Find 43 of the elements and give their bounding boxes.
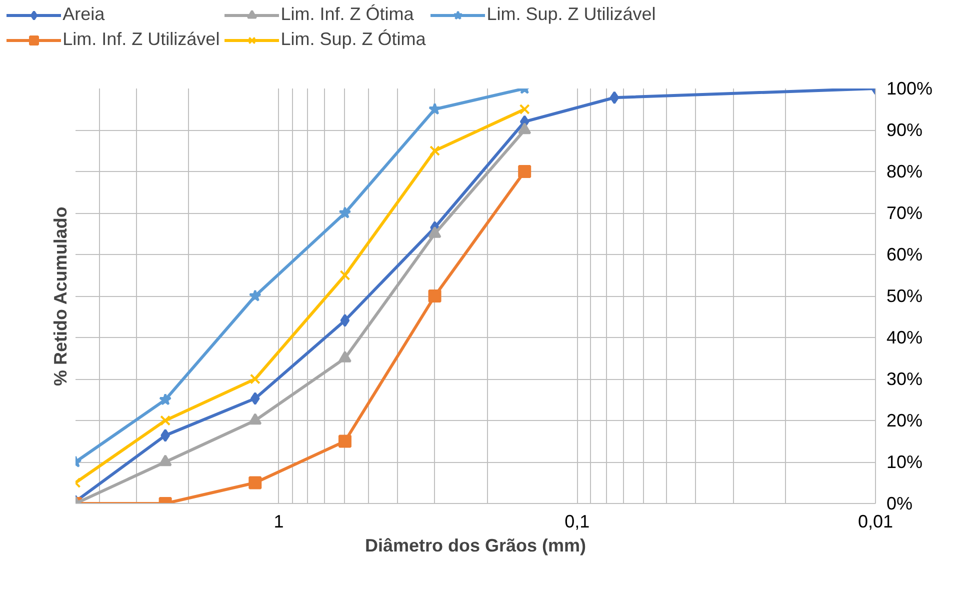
y-tick-label: 100% — [886, 78, 933, 98]
legend-label: Lim. Inf. Z Utilizável — [62, 29, 220, 50]
legend-label: Areia — [62, 4, 105, 25]
y-tick-label: 80% — [886, 162, 923, 182]
legend-label: Lim. Sup. Z Utilizável — [486, 4, 656, 25]
y-tick-label: 60% — [886, 244, 923, 264]
y-tick-label: 70% — [886, 203, 923, 223]
point — [159, 393, 172, 406]
point — [428, 290, 442, 302]
point — [340, 314, 350, 327]
y-axis-title: % Retido Acumulado — [50, 206, 70, 386]
y-tick-label: 0% — [886, 494, 913, 514]
point — [428, 102, 442, 115]
y-tick-label: 40% — [886, 328, 923, 348]
point — [338, 206, 352, 218]
x-tick-label: 0,1 — [564, 512, 590, 532]
point — [340, 270, 350, 280]
point — [610, 91, 620, 104]
point — [248, 290, 262, 302]
x-axis-title: Diâmetro dos Grãos (mm) — [364, 536, 586, 556]
point — [158, 454, 172, 466]
legend-label: Lim. Inf. Z Ótima — [280, 4, 414, 25]
y-tick-label: 50% — [886, 286, 923, 306]
y-tick-label: 30% — [886, 369, 923, 389]
point — [338, 350, 352, 362]
point — [250, 392, 260, 406]
legend-label: Lim. Sup. Z Ótima — [280, 29, 426, 50]
point — [518, 165, 532, 178]
x-tick-label: 1 — [274, 512, 284, 532]
y-tick-label: 10% — [886, 452, 923, 472]
point — [518, 122, 532, 134]
point — [250, 374, 260, 384]
point — [428, 226, 442, 238]
point — [519, 104, 530, 114]
point — [338, 434, 352, 448]
y-tick-label: 20% — [886, 410, 923, 430]
point — [160, 428, 170, 442]
point — [160, 415, 171, 426]
point — [430, 146, 440, 156]
y-tick-label: 90% — [886, 120, 923, 140]
point — [248, 413, 262, 425]
x-tick-label: 0,01 — [858, 512, 894, 532]
point — [248, 476, 262, 490]
